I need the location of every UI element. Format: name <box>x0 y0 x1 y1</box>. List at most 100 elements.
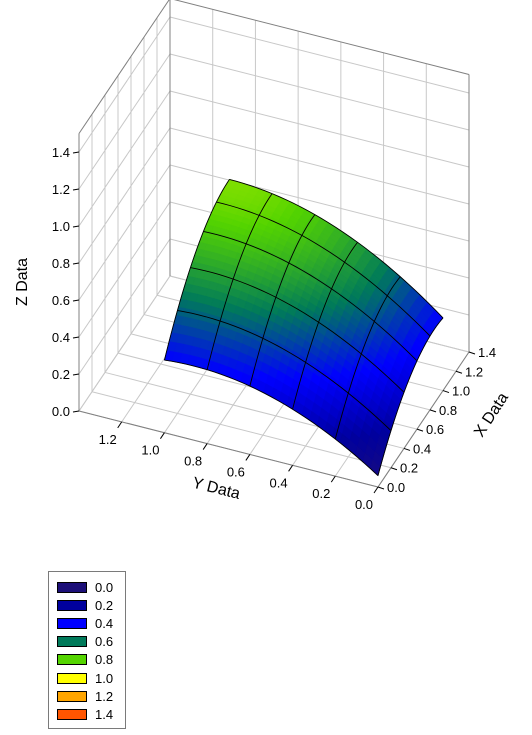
mesh-line <box>177 310 392 431</box>
legend-entry: 1.2 <box>57 687 113 705</box>
legend-swatch <box>57 581 87 593</box>
x-tick-label: 0.8 <box>439 403 457 418</box>
mesh-line <box>292 242 358 410</box>
legend-label: 1.4 <box>95 706 114 722</box>
z-tick-label: 0.4 <box>52 330 70 345</box>
z-tick-label: 1.0 <box>52 219 70 234</box>
legend-swatch <box>57 690 87 702</box>
legend-entry: 0.0 <box>57 578 113 596</box>
surface-layer <box>164 179 444 477</box>
mesh-line <box>229 178 444 319</box>
z-tick-label: 0.2 <box>52 367 70 382</box>
wall-grid-line <box>78 164 171 301</box>
z-tick-mark <box>72 262 80 265</box>
wall-grid-line <box>78 127 171 264</box>
legend-entry: 0.4 <box>57 614 113 632</box>
wall-grid-line <box>78 238 171 375</box>
legend: 0.0 0.2 0.4 0.6 0.8 1.0 1.2 1.4 <box>48 571 126 729</box>
x-tick-mark <box>429 409 437 413</box>
mesh-line <box>377 317 444 476</box>
y-tick-label: 0.2 <box>312 486 330 501</box>
y-tick-label: 1.2 <box>99 432 117 447</box>
mesh-line <box>164 359 379 476</box>
wall-grid-line <box>169 16 470 94</box>
x-tick-label: 0.6 <box>426 422 444 437</box>
surface-chart: 0.0 0.2 0.4 0.6 0.8 1.0 1.2 1.4 0.0 0.2 0.4 0.6 0.8 1… <box>14 0 512 512</box>
legend-label: 0.0 <box>95 579 114 595</box>
x-tick-mark <box>468 351 476 355</box>
wall-grid-line <box>78 53 171 190</box>
x-tick-label: 1.4 <box>478 345 496 360</box>
y-tick-mark <box>245 454 251 461</box>
z-axis-title: Z Data <box>14 258 31 306</box>
axis-frame <box>173 0 470 75</box>
x-tick-mark <box>442 390 450 394</box>
legend-entry: 0.8 <box>57 651 113 669</box>
legend-label: 1.2 <box>95 688 114 704</box>
y-tick-mark <box>160 432 165 439</box>
x-tick-mark <box>416 428 424 432</box>
z-tick-mark <box>72 188 80 191</box>
z-tick-label: 1.4 <box>52 145 70 160</box>
legend-entry: 0.6 <box>57 633 113 651</box>
y-tick-mark <box>373 486 379 494</box>
wall-grid-line <box>169 164 470 242</box>
mesh-line <box>334 276 401 440</box>
x-tick-mark <box>390 467 398 471</box>
legend-label: 1.0 <box>95 670 114 686</box>
x-tick-label: 0.4 <box>413 441 431 456</box>
wall-grid-line <box>78 201 171 338</box>
mesh-line <box>206 193 273 370</box>
legend-label: 0.4 <box>95 615 114 631</box>
z-tick-mark <box>72 373 80 376</box>
mesh-line <box>203 231 418 362</box>
legend-label: 0.6 <box>95 634 114 650</box>
mesh-line <box>190 267 405 393</box>
wall-grid-line <box>169 127 470 205</box>
y-tick-label: 0.6 <box>227 464 245 479</box>
legend-swatch <box>57 654 87 666</box>
x-tick-mark <box>377 486 385 490</box>
x-tick-label: 0.0 <box>387 480 405 495</box>
z-tick-mark <box>72 410 80 413</box>
y-tick-mark <box>288 465 293 472</box>
wall-grid-line <box>169 90 470 168</box>
y-tick-mark <box>330 475 336 483</box>
legend-entry: 1.4 <box>57 705 113 723</box>
x-tick-label: 1.2 <box>465 364 483 379</box>
wall-grid-line <box>78 90 171 227</box>
mesh-line <box>163 179 230 361</box>
legend-swatch <box>57 672 87 684</box>
x-axis-title: X Data <box>471 390 512 440</box>
tick-layer: 0.0 0.2 0.4 0.6 0.8 1.0 1.2 1.4 0.0 0.2 0.4 0.6 0.8 1… <box>52 145 496 512</box>
x-tick-mark <box>455 370 463 374</box>
axis-frame <box>377 351 470 488</box>
y-tick-label: 0.4 <box>270 475 288 490</box>
z-tick-label: 1.2 <box>52 182 70 197</box>
legend-label: 0.2 <box>95 597 114 613</box>
x-tick-label: 0.2 <box>400 461 418 476</box>
legend-entry: 1.0 <box>57 669 113 687</box>
mesh-line <box>249 214 316 387</box>
legend-swatch <box>57 636 87 648</box>
z-tick-mark <box>72 151 80 154</box>
axis-frame <box>78 0 170 134</box>
axis-frame <box>78 410 379 488</box>
z-tick-mark <box>72 299 80 302</box>
mesh-line <box>216 201 431 337</box>
y-tick-label: 0.0 <box>355 497 373 512</box>
z-tick-label: 0.0 <box>52 404 70 419</box>
legend-entry: 0.2 <box>57 596 113 614</box>
y-tick-mark <box>202 443 208 450</box>
x-tick-mark <box>403 447 411 451</box>
z-tick-label: 0.6 <box>52 293 70 308</box>
wall-grid-line <box>169 53 470 131</box>
wall-grid-line <box>78 16 171 153</box>
y-tick-label: 1.0 <box>141 443 159 458</box>
z-tick-label: 0.8 <box>52 256 70 271</box>
legend-swatch <box>57 599 87 611</box>
legend-swatch <box>57 617 87 629</box>
mesh-layer <box>163 178 444 476</box>
z-tick-mark <box>72 225 80 228</box>
legend-label: 0.8 <box>95 652 114 668</box>
